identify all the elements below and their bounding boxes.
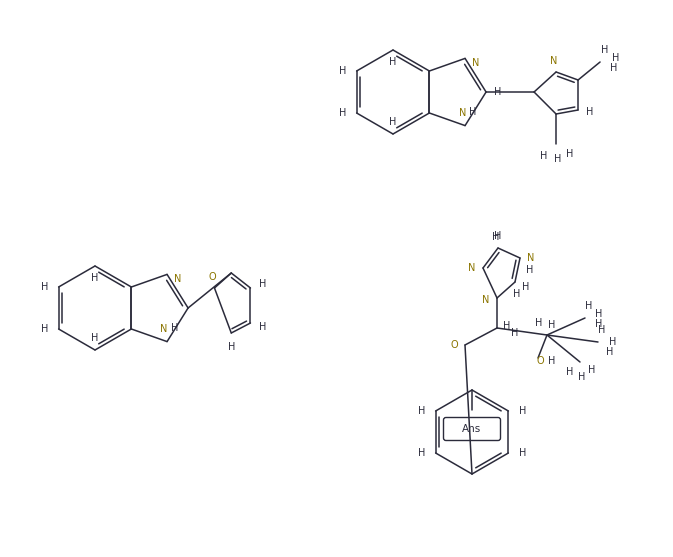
Text: H: H — [259, 279, 266, 289]
Text: H: H — [548, 356, 556, 366]
Text: N: N — [483, 295, 490, 305]
Text: N: N — [551, 56, 558, 66]
Text: N: N — [174, 275, 182, 285]
Text: H: H — [548, 320, 556, 330]
Text: N: N — [528, 253, 534, 263]
Text: H: H — [41, 324, 48, 334]
Text: H: H — [493, 232, 499, 242]
Text: H: H — [596, 319, 603, 329]
Text: H: H — [596, 309, 603, 319]
Text: H: H — [555, 154, 562, 164]
Text: O: O — [536, 356, 544, 366]
Text: N: N — [468, 263, 476, 273]
Text: H: H — [526, 265, 534, 275]
Text: O: O — [209, 272, 216, 282]
Text: H: H — [495, 87, 502, 97]
Text: H: H — [172, 323, 179, 333]
Text: H: H — [259, 322, 266, 332]
Text: H: H — [503, 321, 511, 331]
Text: N: N — [160, 324, 168, 334]
Text: H: H — [339, 108, 347, 118]
Text: H: H — [519, 406, 526, 416]
Text: H: H — [578, 372, 586, 382]
Text: H: H — [92, 273, 99, 283]
Text: H: H — [602, 45, 609, 55]
Text: H: H — [535, 318, 542, 328]
Text: H: H — [389, 57, 396, 67]
Text: H: H — [586, 107, 594, 117]
Text: H: H — [610, 63, 618, 73]
Text: H: H — [586, 301, 593, 311]
Text: H: H — [511, 328, 519, 338]
Text: H: H — [469, 106, 476, 116]
Text: H: H — [566, 367, 573, 377]
FancyBboxPatch shape — [444, 418, 501, 441]
Text: N: N — [460, 108, 467, 118]
Text: H: H — [588, 365, 596, 375]
Text: H: H — [612, 53, 620, 63]
Text: H: H — [41, 282, 48, 292]
Text: H: H — [339, 66, 347, 76]
Text: H: H — [540, 151, 548, 161]
Text: Ans: Ans — [462, 424, 482, 434]
Text: H: H — [519, 448, 526, 458]
Text: H: H — [567, 149, 574, 159]
Text: H: H — [609, 337, 616, 347]
Text: H: H — [227, 342, 235, 352]
Text: H: H — [389, 117, 396, 127]
Text: H: H — [494, 231, 501, 241]
Text: O: O — [450, 340, 458, 350]
Text: H: H — [513, 289, 521, 299]
Text: N: N — [472, 58, 480, 69]
Text: H: H — [522, 282, 530, 292]
Text: H: H — [598, 325, 606, 335]
Text: H: H — [418, 406, 425, 416]
Text: H: H — [92, 333, 99, 343]
Text: H: H — [418, 448, 425, 458]
Text: H: H — [606, 347, 614, 357]
